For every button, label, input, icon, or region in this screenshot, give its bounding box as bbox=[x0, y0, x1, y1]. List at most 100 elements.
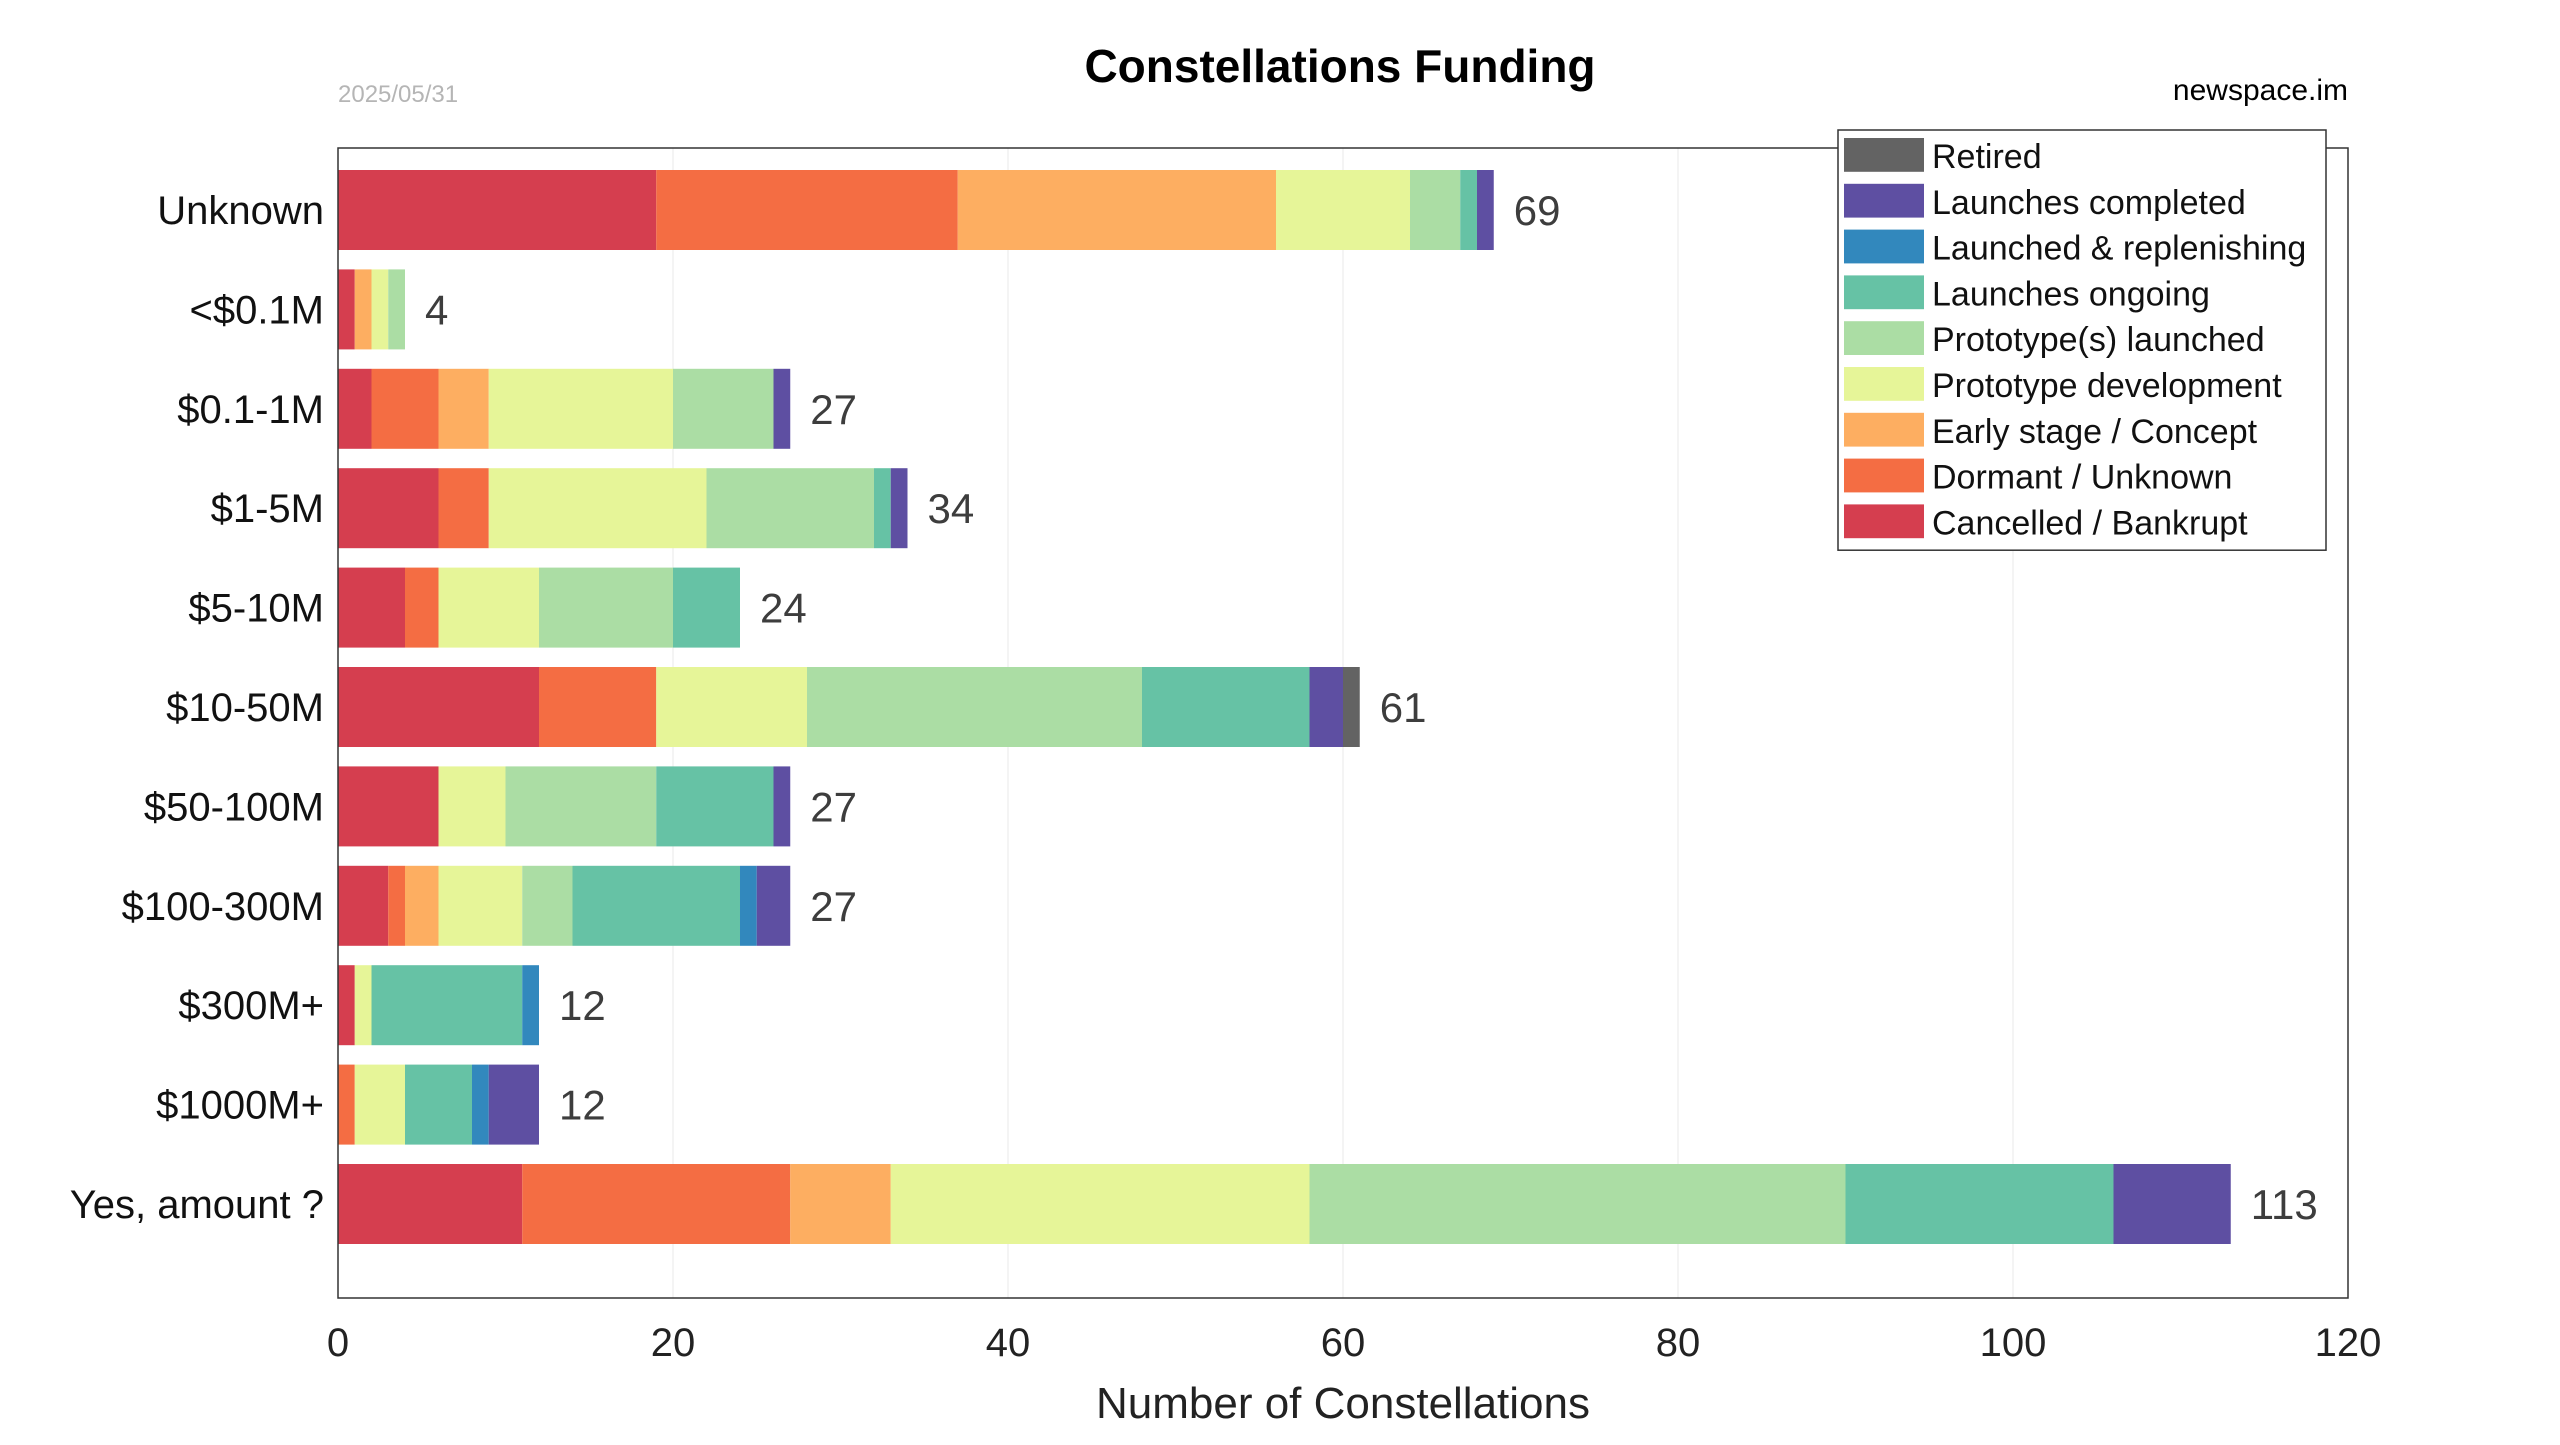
category-label: <$0.1M bbox=[189, 288, 324, 332]
bar-segment bbox=[773, 368, 791, 449]
x-tick-label: 80 bbox=[1656, 1321, 1701, 1365]
bar-segment bbox=[405, 567, 439, 648]
bar-segment bbox=[1477, 170, 1494, 250]
bar-segment bbox=[338, 170, 657, 250]
bar-segment bbox=[790, 1164, 891, 1244]
bar-segment bbox=[354, 1064, 405, 1145]
x-tick-label: 120 bbox=[2315, 1321, 2382, 1365]
bar-segment bbox=[890, 468, 908, 549]
bar-segment bbox=[338, 368, 372, 449]
bar-segment bbox=[957, 170, 1276, 250]
total-label: 34 bbox=[928, 485, 975, 532]
legend-label: Launches ongoing bbox=[1932, 275, 2210, 313]
bar-segment bbox=[505, 766, 657, 847]
category-label: $300M+ bbox=[178, 984, 324, 1028]
bar-segment bbox=[371, 965, 523, 1046]
category-label: Unknown bbox=[157, 189, 324, 233]
bar-segment bbox=[539, 667, 657, 747]
bar-segment bbox=[773, 766, 791, 847]
total-label: 61 bbox=[1380, 684, 1427, 731]
category-label: $5-10M bbox=[188, 587, 324, 631]
legend-swatch bbox=[1844, 275, 1924, 310]
total-label: 27 bbox=[810, 883, 857, 930]
bar-segment bbox=[1460, 170, 1477, 250]
x-tick-label: 100 bbox=[1980, 1321, 2047, 1365]
bar-segment bbox=[807, 667, 1142, 747]
legend-label: Launched & replenishing bbox=[1932, 230, 2306, 268]
bar-segment bbox=[656, 170, 958, 250]
x-tick-label: 20 bbox=[651, 1321, 696, 1365]
legend-label: Cancelled / Bankrupt bbox=[1932, 504, 2248, 542]
bar-segment bbox=[572, 865, 740, 946]
legend: Retired Launches completed Launched & repl… bbox=[1837, 129, 2327, 551]
legend-swatch bbox=[1844, 229, 1924, 264]
bar-segment bbox=[1142, 667, 1310, 747]
bar-segment bbox=[472, 1064, 489, 1145]
bar-segment bbox=[388, 269, 405, 350]
category-label: $50-100M bbox=[144, 785, 324, 829]
bar-segment bbox=[405, 865, 439, 946]
bar-segment bbox=[338, 567, 405, 648]
x-tick-label: 40 bbox=[986, 1321, 1031, 1365]
bar-segment bbox=[673, 567, 740, 648]
legend-label: Retired bbox=[1932, 138, 2042, 176]
bar-segment bbox=[740, 865, 757, 946]
x-axis-label: Number of Constellations bbox=[1096, 1379, 1590, 1428]
bar-segment bbox=[338, 1164, 523, 1244]
bar-segment bbox=[338, 766, 439, 847]
bar-segment bbox=[438, 865, 523, 946]
bar-segment bbox=[488, 1064, 539, 1145]
bar-segment bbox=[656, 766, 774, 847]
bar-segment bbox=[338, 269, 355, 350]
legend-swatch bbox=[1844, 367, 1924, 401]
category-label: $1000M+ bbox=[156, 1084, 324, 1128]
legend-swatch bbox=[1844, 412, 1924, 447]
total-label: 12 bbox=[559, 1082, 606, 1129]
total-label: 27 bbox=[810, 783, 857, 830]
bar-segment bbox=[756, 865, 791, 946]
bar-segment bbox=[338, 468, 439, 549]
bar-segment bbox=[1309, 1164, 1846, 1244]
bar-segment bbox=[438, 468, 489, 549]
category-label: $100-300M bbox=[122, 885, 324, 929]
bar-segment bbox=[1276, 170, 1410, 250]
bar-segment bbox=[405, 1064, 472, 1145]
bar-segment bbox=[388, 865, 405, 946]
total-label: 27 bbox=[810, 386, 857, 433]
bar-segment bbox=[371, 269, 389, 350]
legend-swatch bbox=[1844, 321, 1924, 355]
bar-segment bbox=[488, 468, 707, 549]
legend-swatch bbox=[1844, 183, 1924, 218]
bar-segment bbox=[338, 865, 389, 946]
chart-source: newspace.im bbox=[2173, 74, 2348, 107]
bar-segment bbox=[338, 965, 355, 1046]
bar-segment bbox=[2113, 1164, 2231, 1244]
bar-segment bbox=[371, 368, 439, 449]
bar-segment bbox=[522, 1164, 791, 1244]
bar-segment bbox=[354, 269, 372, 350]
bar-segment bbox=[438, 567, 539, 648]
bar-segment bbox=[1309, 667, 1343, 747]
category-labels: Unknown <$0.1M $0.1-1M $1-5M $5-10M $10-50M $5… bbox=[70, 189, 324, 1227]
legend-label: Prototype development bbox=[1932, 367, 2282, 405]
chart-date: 2025/05/31 bbox=[338, 81, 458, 108]
bar-segment bbox=[338, 667, 539, 747]
category-label: Yes, amount ? bbox=[70, 1183, 324, 1227]
legend-swatch bbox=[1844, 504, 1924, 539]
legend-swatch bbox=[1844, 138, 1924, 172]
category-label: $10-50M bbox=[166, 686, 324, 730]
bar-segment bbox=[522, 965, 539, 1046]
total-label: 69 bbox=[1514, 187, 1561, 234]
bar-segment bbox=[539, 567, 673, 648]
total-labels: 69 4 27 34 24 61 27 27 12 12 113 bbox=[425, 187, 2318, 1228]
bar-segment bbox=[874, 468, 891, 549]
total-label: 24 bbox=[760, 585, 807, 632]
bar-segment bbox=[1410, 170, 1461, 250]
x-tick-labels: 0 20 40 60 80 100 120 bbox=[327, 1321, 2382, 1365]
total-label: 4 bbox=[425, 286, 448, 333]
bar-segment bbox=[438, 766, 506, 847]
bar-segment bbox=[338, 1064, 355, 1145]
bar-segment bbox=[656, 667, 807, 747]
